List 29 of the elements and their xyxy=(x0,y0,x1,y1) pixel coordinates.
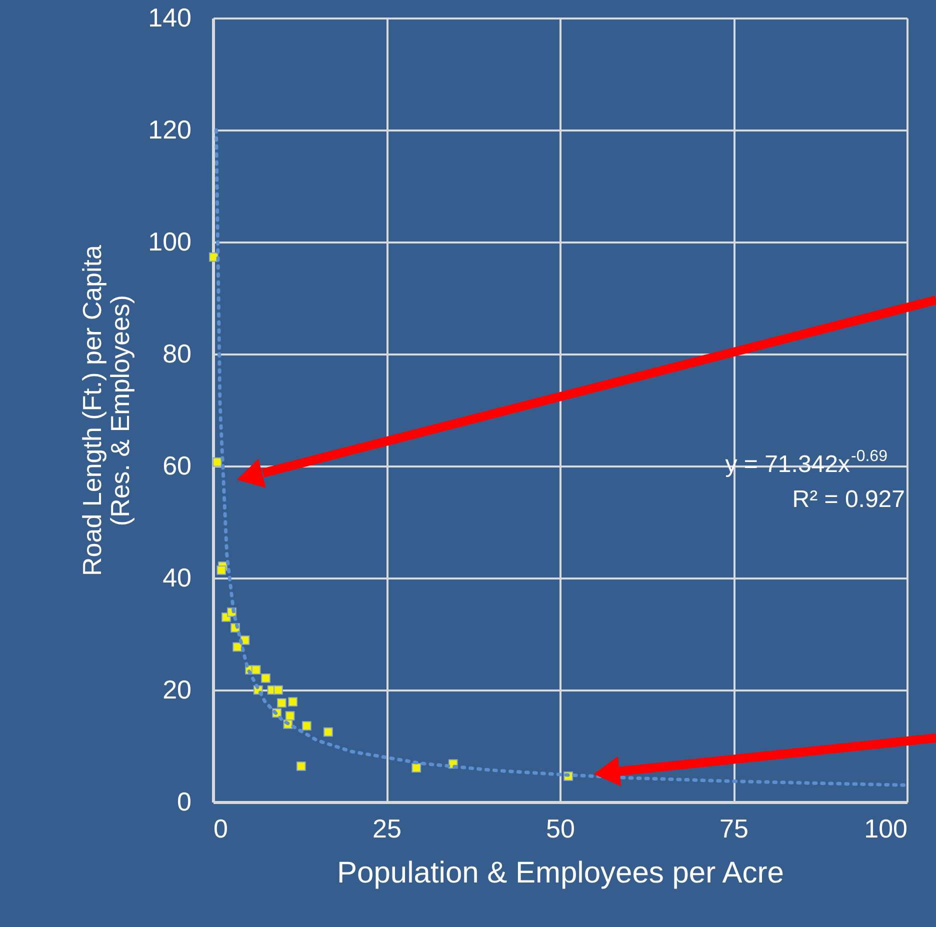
point xyxy=(261,674,270,683)
point xyxy=(288,697,298,706)
point xyxy=(277,698,286,708)
x-tick-label: 0 xyxy=(214,814,228,844)
point xyxy=(302,721,312,731)
x-tick-label: 100 xyxy=(864,814,908,844)
point xyxy=(216,565,226,575)
annotation: R² = 0.927 xyxy=(792,486,905,513)
point xyxy=(274,685,283,695)
x-tick-label: 75 xyxy=(720,814,748,844)
y-tick-label: 120 xyxy=(148,114,192,144)
point xyxy=(212,457,222,467)
point xyxy=(296,761,306,771)
x-tick-label: 50 xyxy=(546,814,575,844)
y-axis-title: Road Length (Ft.) per Capita (Res. & Employees) xyxy=(77,244,136,576)
y-tick-label: 40 xyxy=(162,562,192,592)
point xyxy=(285,711,295,720)
point xyxy=(324,727,333,737)
point xyxy=(251,665,261,675)
x-tick-label: 25 xyxy=(372,814,402,844)
point xyxy=(232,642,242,652)
y-tick-label: 140 xyxy=(148,2,192,32)
y-tick-label: 80 xyxy=(162,338,192,368)
y-tick-label: 100 xyxy=(148,226,192,256)
y-tick-label: 0 xyxy=(177,786,192,816)
point xyxy=(412,763,422,773)
y-tick-label: 60 xyxy=(162,450,192,480)
x-axis-title: Population & Employees per Acre xyxy=(337,856,784,890)
y-tick-label: 20 xyxy=(162,674,192,704)
